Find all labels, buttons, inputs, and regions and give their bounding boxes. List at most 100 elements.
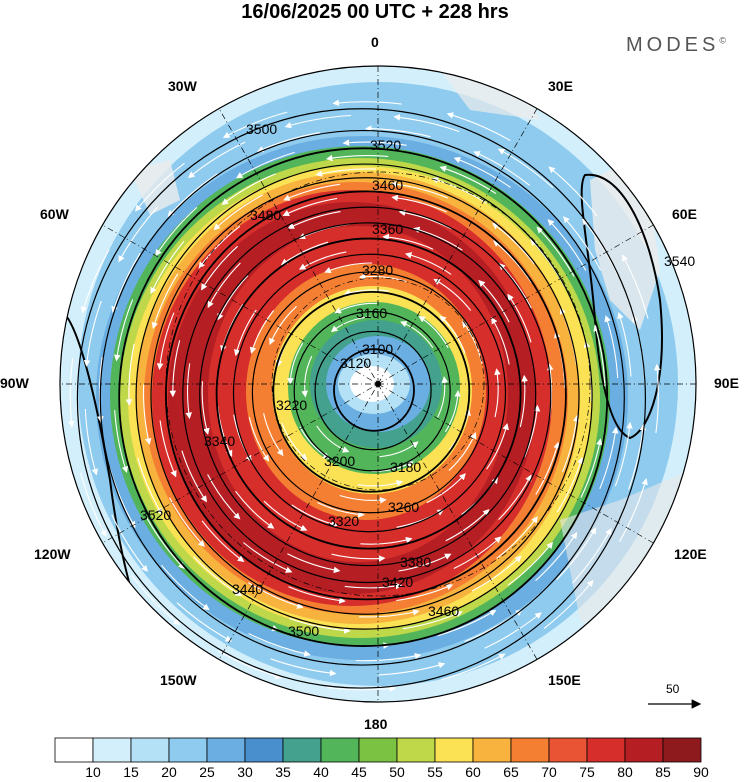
- streamline: [263, 500, 308, 531]
- streamline: [548, 166, 598, 217]
- streamline: [618, 478, 648, 543]
- contour-label: 3200: [324, 453, 355, 469]
- modes-logo: MODES©: [626, 34, 726, 56]
- streamline: [378, 662, 446, 676]
- contour-label: 3440: [232, 581, 263, 597]
- streamline: [535, 531, 578, 582]
- streamline: [201, 520, 245, 563]
- streamline: [331, 553, 386, 562]
- contour-label: 3260: [388, 499, 419, 515]
- streamline: [213, 194, 264, 231]
- contour-label: 3340: [204, 433, 235, 449]
- streamline: [299, 426, 330, 459]
- contour-label: 3500: [246, 121, 277, 137]
- height-contour: [333, 348, 415, 432]
- streamline: [339, 494, 387, 504]
- streamline: [131, 575, 181, 625]
- streamline: [494, 368, 501, 418]
- colorbar-tick-label: 50: [389, 764, 405, 780]
- streamline: [193, 556, 243, 597]
- colorbar-swatch: [206, 737, 246, 763]
- contour-label: 3180: [390, 459, 421, 475]
- streamline: [404, 252, 452, 275]
- lon-label-120w: 120W: [34, 546, 71, 562]
- streamline: [622, 254, 649, 319]
- streamline: [556, 456, 584, 513]
- streamline: [491, 317, 510, 365]
- colorbar-swatch: [54, 737, 94, 763]
- streamline: [217, 275, 249, 321]
- streamline: [492, 222, 535, 265]
- streamline: [287, 553, 341, 574]
- height-contour: [135, 163, 593, 630]
- colorbar-swatch: [396, 737, 436, 763]
- height-contour: [232, 253, 507, 533]
- colorbar-swatch: [548, 737, 588, 763]
- streamline: [571, 528, 612, 584]
- contour-label: 3460: [428, 603, 459, 619]
- streamline: [441, 653, 506, 681]
- contour-label: 3280: [362, 262, 393, 278]
- colorbar-tick-label: 75: [579, 764, 595, 780]
- streamline: [628, 423, 647, 490]
- contour-label: 3220: [276, 397, 307, 413]
- streamline: [390, 181, 449, 199]
- streamline: [535, 441, 560, 495]
- streamline: [248, 582, 304, 609]
- streamline: [507, 541, 553, 586]
- contour-label: 3520: [370, 137, 401, 153]
- streamline: [325, 154, 389, 162]
- lon-label-60e: 60E: [672, 206, 697, 222]
- streamline: [437, 609, 497, 637]
- streamline: [433, 278, 472, 311]
- streamline: [519, 374, 528, 428]
- streamline: [365, 125, 431, 138]
- streamline: [151, 273, 179, 330]
- streamline: [287, 342, 304, 385]
- colorbar-tick-label: 45: [351, 764, 367, 780]
- colorbar-tick-label: 20: [161, 764, 177, 780]
- streamline: [270, 658, 337, 677]
- streamline: [498, 474, 532, 520]
- contour-label: 3320: [328, 513, 359, 529]
- streamline: [248, 416, 270, 462]
- streamline: [556, 527, 597, 581]
- map-title: 16/06/2025 00 UTC + 228 hrs: [241, 1, 509, 23]
- streamline: [243, 542, 293, 573]
- streamline: [198, 225, 241, 269]
- streamline: [263, 413, 284, 457]
- streamline: [169, 497, 205, 548]
- streamline: [486, 423, 509, 470]
- colorbar-swatch: [510, 737, 550, 763]
- streamline: [343, 289, 390, 296]
- streamline: [582, 218, 619, 276]
- streamline: [201, 245, 238, 291]
- streamline: [471, 555, 522, 592]
- streamline: [398, 553, 452, 572]
- height-contour: [118, 147, 609, 647]
- colorbar-tick-label: 10: [85, 764, 101, 780]
- streamline: [143, 384, 152, 445]
- streamline: [80, 249, 110, 314]
- streamline: [207, 262, 241, 309]
- contour-label: 3480: [250, 207, 281, 223]
- streamline: [412, 226, 463, 251]
- streamline: [281, 422, 308, 461]
- contour-label: 3460: [372, 177, 403, 193]
- streamline: [396, 584, 454, 602]
- streamline: [445, 509, 490, 542]
- streamline: [201, 381, 210, 435]
- streamline: [402, 610, 463, 630]
- streamline: [83, 300, 102, 367]
- streamline: [169, 340, 181, 398]
- streamline: [324, 262, 373, 274]
- streamline: [80, 472, 107, 538]
- streamline: [222, 111, 288, 138]
- lon-label-150e: 150E: [548, 672, 581, 688]
- streamline: [653, 363, 661, 434]
- colorbar-tick-label: 80: [617, 764, 633, 780]
- streamline: [344, 582, 403, 590]
- streamline: [342, 139, 407, 146]
- colorbar-swatch: [320, 737, 360, 763]
